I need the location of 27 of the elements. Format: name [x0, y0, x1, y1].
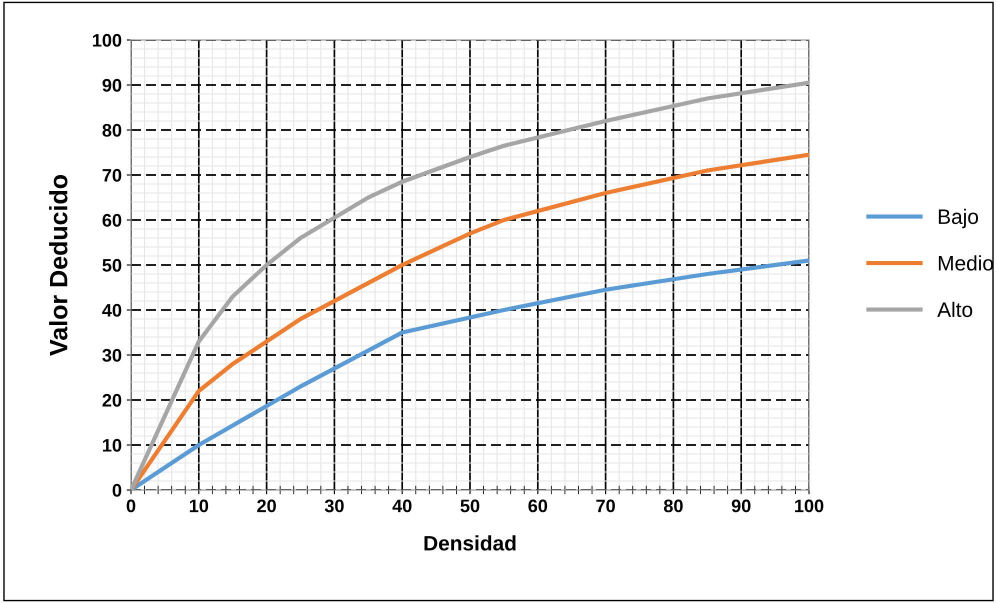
- y-tick-label: 60: [102, 214, 122, 227]
- x-tick-label: 90: [732, 500, 750, 512]
- legend-label: Medio: [938, 255, 994, 271]
- y-axis-title: Valor Deducido: [49, 174, 68, 356]
- y-tick-label: 50: [102, 258, 122, 272]
- x-tick-label: 0: [126, 500, 136, 512]
- x-tick-label: 80: [664, 500, 683, 512]
- y-tick-label: 20: [102, 394, 122, 407]
- x-tick-label: 50: [460, 500, 480, 512]
- x-tick-label: 70: [596, 500, 615, 512]
- x-tick-label: 10: [190, 500, 208, 512]
- x-tick-label: 100: [795, 500, 824, 512]
- legend-label: Bajo: [938, 208, 978, 228]
- y-tick-label: 30: [102, 348, 122, 362]
- x-tick-label: 20: [257, 500, 276, 512]
- x-tick-label: 30: [324, 500, 344, 512]
- y-tick-label: 70: [102, 168, 122, 182]
- x-axis-title: Densidad: [424, 535, 516, 551]
- y-tick-label: 0: [112, 484, 122, 497]
- legend-label: Alto: [937, 302, 972, 318]
- y-tick-label: 90: [102, 78, 122, 92]
- y-tick-label: 80: [102, 124, 122, 137]
- y-tick-label: 100: [92, 34, 122, 47]
- y-tick-label: 10: [103, 438, 122, 452]
- y-tick-label: 40: [102, 304, 122, 317]
- x-tick-label: 40: [392, 500, 412, 512]
- x-tick-label: 60: [528, 500, 548, 512]
